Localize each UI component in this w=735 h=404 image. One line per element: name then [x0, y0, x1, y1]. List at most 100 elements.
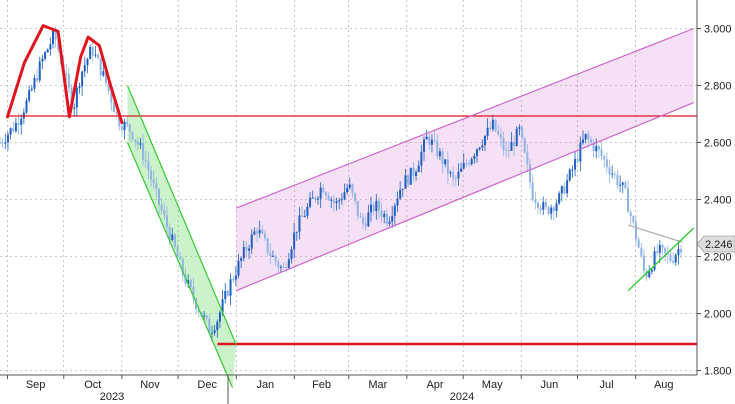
candle-body	[330, 199, 333, 201]
candle-body	[81, 71, 84, 87]
candle-body	[409, 167, 412, 185]
candle-body	[142, 143, 145, 160]
candle-body	[282, 266, 285, 268]
candle-body	[277, 261, 280, 268]
y-tick-label: 2.000	[704, 309, 732, 321]
candle-body	[44, 52, 47, 59]
candle-body	[261, 229, 264, 234]
candle-body	[89, 46, 92, 59]
candle-body	[396, 198, 399, 206]
y-tick-label: 1.800	[704, 366, 732, 378]
candle-body	[240, 258, 243, 261]
candle-body	[1, 142, 4, 144]
candle-body	[640, 247, 643, 256]
candle-body	[441, 151, 444, 165]
candle-body	[150, 170, 153, 180]
candle-body	[605, 159, 608, 168]
candle-body	[67, 73, 70, 88]
triangle-lower-line	[627, 227, 695, 292]
candle-body	[600, 149, 603, 157]
x-tick-label: May	[482, 379, 503, 391]
candle-body	[645, 271, 648, 278]
candle-body	[110, 91, 113, 103]
candle-body	[571, 169, 574, 171]
x-tick-label: Dec	[197, 379, 217, 391]
candle-body	[415, 172, 418, 176]
candle-body	[139, 143, 142, 145]
up-channel-fill	[236, 28, 694, 291]
candle-body	[362, 217, 365, 224]
candle-body	[629, 212, 632, 217]
channel-fills	[127, 28, 694, 388]
candle-body	[131, 131, 134, 140]
candle-body	[637, 239, 640, 248]
candle-body	[417, 165, 420, 173]
candle-body	[674, 255, 677, 263]
candle-body	[621, 182, 624, 185]
candle-body	[160, 204, 163, 211]
candle-body	[264, 233, 266, 239]
grid-layer	[0, 0, 701, 379]
candle-body	[83, 65, 86, 72]
candle-body	[420, 151, 423, 166]
candle-body	[65, 73, 68, 75]
candle-body	[460, 168, 463, 172]
candle-body	[364, 223, 367, 227]
candle-body	[370, 204, 372, 213]
candle-body	[205, 315, 208, 319]
candle-body	[279, 266, 282, 268]
double-top-outline	[6, 24, 124, 125]
candle-body	[234, 275, 237, 280]
candle-body	[269, 252, 272, 257]
candle-body	[563, 186, 566, 194]
candle-body	[118, 113, 121, 127]
year-label-2023: 2023	[100, 391, 124, 403]
candle-body	[179, 257, 182, 260]
candle-body	[211, 332, 213, 334]
candle-body	[521, 127, 524, 138]
candle-body	[75, 87, 78, 108]
candle-body	[46, 49, 49, 53]
up-channel-upper	[236, 27, 694, 209]
candle-body	[483, 135, 486, 146]
candle-body	[335, 201, 338, 204]
candle-body	[359, 215, 362, 218]
candle-body	[401, 188, 404, 190]
y-tick-labels: 3.000 2.800 2.600 2.400 2.200 2.000 1.800	[704, 24, 732, 378]
last-price-tag-shape	[696, 235, 735, 253]
candle-body	[54, 30, 57, 40]
candle-body	[181, 259, 184, 276]
candle-body	[446, 159, 449, 174]
candle-body	[221, 299, 224, 313]
candle-body	[650, 269, 653, 272]
candle-body	[99, 58, 102, 76]
x-tick-label: Aug	[654, 379, 674, 391]
candle-body	[208, 318, 211, 334]
candle-body	[91, 46, 94, 56]
x-tick-labels: Sep Oct Nov Dec Jan Feb Mar Apr May Jun Jul Aug	[26, 379, 674, 391]
candle-body	[579, 142, 582, 162]
candle-body	[6, 134, 9, 143]
candle-body	[301, 215, 304, 217]
candle-body	[340, 199, 343, 201]
candle-body	[452, 172, 455, 179]
candle-body	[510, 141, 513, 151]
candle-body	[481, 145, 484, 148]
x-tick-label: Nov	[140, 379, 160, 391]
candle-body	[470, 158, 473, 165]
candle-body	[173, 234, 176, 248]
candle-body	[30, 88, 33, 90]
candle-body	[4, 142, 7, 144]
candle-body	[36, 78, 39, 81]
candle-body	[603, 156, 606, 160]
candle-body	[28, 89, 31, 101]
candle-body	[57, 39, 60, 51]
candle-body	[0, 142, 1, 144]
candle-body	[574, 158, 577, 170]
candle-body	[661, 244, 664, 248]
candle-body	[425, 136, 428, 140]
candle-body	[192, 287, 195, 299]
candle-body	[393, 205, 396, 216]
candle-body	[237, 260, 240, 276]
candle-body	[298, 215, 301, 232]
